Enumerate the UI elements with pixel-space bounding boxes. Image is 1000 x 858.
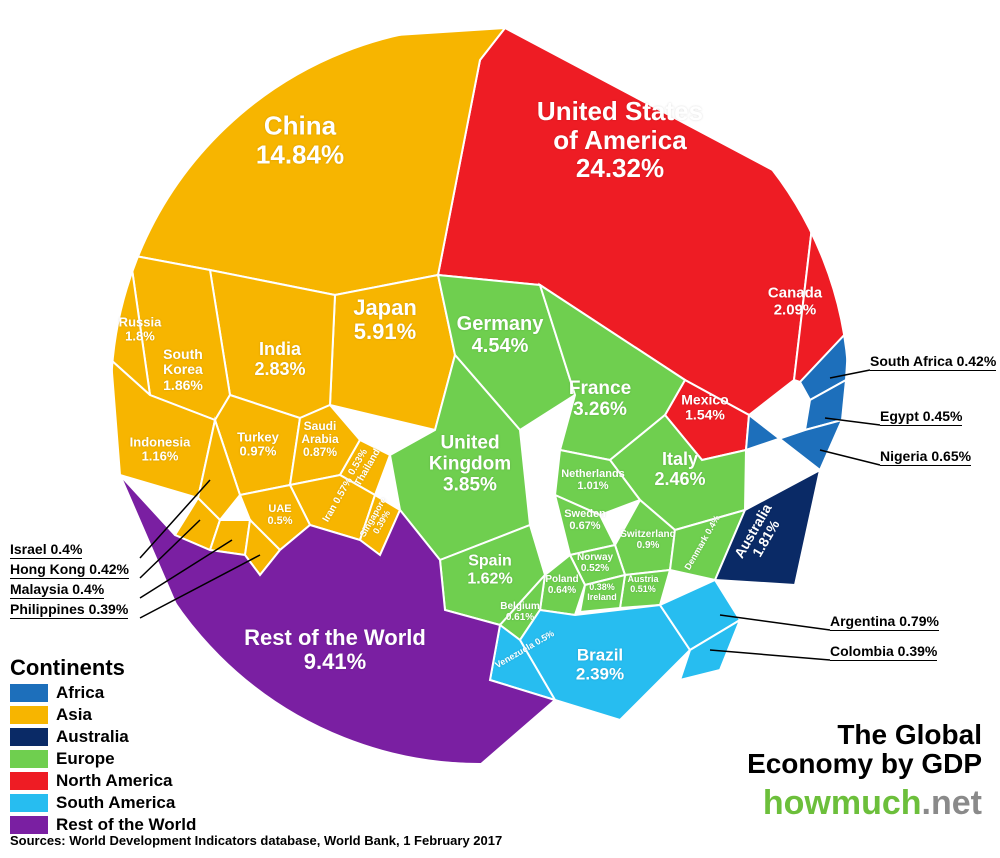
legend-item-australia: Australia (10, 727, 129, 747)
brand-logo: howmuch.net (763, 784, 982, 823)
title-line2: Economy by GDP (747, 748, 982, 779)
legend-label: Africa (56, 683, 104, 703)
leader-nigeria_c (820, 450, 880, 465)
legend-item-europe: Europe (10, 749, 115, 769)
callout-colombia_c: Colombia 0.39% (830, 644, 937, 661)
cell-austria (620, 570, 670, 608)
title-line1: The Global (837, 719, 982, 750)
legend-item-south-america: South America (10, 793, 175, 813)
legend-label: Europe (56, 749, 115, 769)
legend-item-asia: Asia (10, 705, 92, 725)
legend-label: North America (56, 771, 173, 791)
legend-item-north-america: North America (10, 771, 173, 791)
leader-colombia_c (710, 650, 830, 660)
legend-label: Rest of the World (56, 815, 196, 835)
legend-item-rest-of-the-world: Rest of the World (10, 815, 196, 835)
legend-label: Australia (56, 727, 129, 747)
callout-philippines_c: Philippines 0.39% (10, 602, 128, 619)
legend-item-africa: Africa (10, 683, 104, 703)
brand-main: howmuch (763, 784, 922, 822)
sources-text: Sources: World Development Indicators da… (10, 833, 502, 848)
chart-title: The Global Economy by GDP (747, 720, 982, 779)
cell-japan (330, 275, 455, 430)
brand-suffix: .net (922, 784, 982, 822)
callout-safrica_c: South Africa 0.42% (870, 354, 996, 371)
legend-swatch (10, 684, 48, 702)
legend-swatch (10, 706, 48, 724)
cell-nigeria (746, 415, 842, 470)
legend-swatch (10, 772, 48, 790)
legend-swatch (10, 750, 48, 768)
legend-title: Continents (10, 655, 125, 681)
legend-swatch (10, 816, 48, 834)
legend-swatch (10, 794, 48, 812)
callout-malaysia_c: Malaysia 0.4% (10, 582, 104, 599)
chart-stage: United Statesof America24.32%Canada2.09%… (0, 0, 1000, 858)
legend-swatch (10, 728, 48, 746)
callout-hongkong_c: Hong Kong 0.42% (10, 562, 129, 579)
legend-label: Asia (56, 705, 92, 725)
callout-israel_c: Israel 0.4% (10, 542, 82, 559)
callout-argentina_c: Argentina 0.79% (830, 614, 939, 631)
legend-label: South America (56, 793, 175, 813)
callout-nigeria_c: Nigeria 0.65% (880, 449, 971, 466)
callout-egypt_c: Egypt 0.45% (880, 409, 962, 426)
